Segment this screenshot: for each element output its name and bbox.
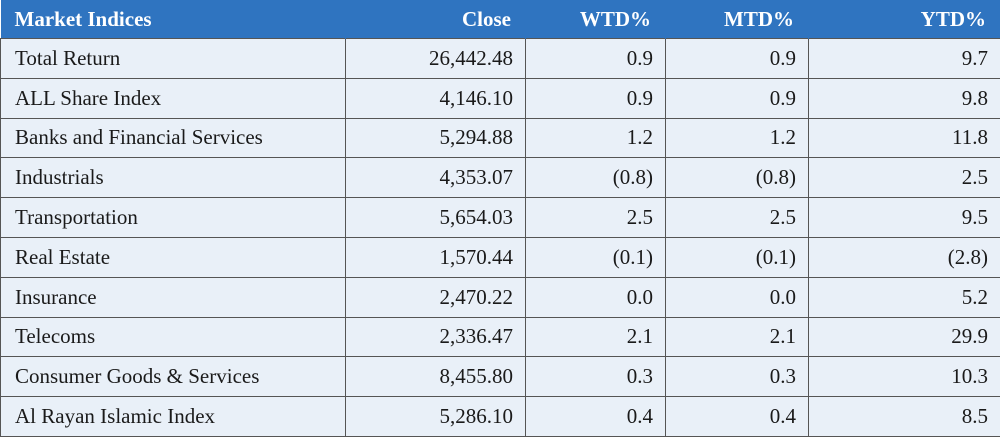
index-name: Al Rayan Islamic Index (1, 397, 346, 437)
value-cell: (0.1) (526, 237, 666, 277)
index-name: ALL Share Index (1, 78, 346, 118)
index-name: Telecoms (1, 317, 346, 357)
value-cell: (2.8) (809, 237, 1000, 277)
value-cell: 5,286.10 (346, 397, 526, 437)
value-cell: 5,294.88 (346, 118, 526, 158)
value-cell: 29.9 (809, 317, 1000, 357)
index-name: Transportation (1, 198, 346, 238)
value-cell: (0.1) (666, 237, 809, 277)
value-cell: 4,146.10 (346, 78, 526, 118)
value-cell: 2.5 (666, 198, 809, 238)
header-cell: Market Indices (1, 0, 346, 39)
value-cell: 9.5 (809, 198, 1000, 238)
value-cell: 2.1 (526, 317, 666, 357)
value-cell: 10.3 (809, 357, 1000, 397)
value-cell: 4,353.07 (346, 158, 526, 198)
header-cell: WTD% (526, 0, 666, 39)
header-cell: MTD% (666, 0, 809, 39)
index-name: Insurance (1, 277, 346, 317)
index-name: Total Return (1, 39, 346, 79)
value-cell: 0.4 (666, 397, 809, 437)
index-name: Industrials (1, 158, 346, 198)
value-cell: 11.8 (809, 118, 1000, 158)
value-cell: 9.7 (809, 39, 1000, 79)
value-cell: 9.8 (809, 78, 1000, 118)
value-cell: 2.5 (809, 158, 1000, 198)
header-cell: YTD% (809, 0, 1000, 39)
value-cell: (0.8) (526, 158, 666, 198)
value-cell: 0.9 (526, 78, 666, 118)
value-cell: 0.4 (526, 397, 666, 437)
value-cell: 0.3 (666, 357, 809, 397)
value-cell: (0.8) (666, 158, 809, 198)
value-cell: 0.9 (666, 39, 809, 79)
value-cell: 5,654.03 (346, 198, 526, 238)
index-name: Consumer Goods & Services (1, 357, 346, 397)
value-cell: 0.3 (526, 357, 666, 397)
header-cell: Close (346, 0, 526, 39)
index-name: Banks and Financial Services (1, 118, 346, 158)
value-cell: 26,442.48 (346, 39, 526, 79)
value-cell: 8,455.80 (346, 357, 526, 397)
value-cell: 8.5 (809, 397, 1000, 437)
index-name: Real Estate (1, 237, 346, 277)
value-cell: 2.5 (526, 198, 666, 238)
value-cell: 1,570.44 (346, 237, 526, 277)
value-cell: 1.2 (666, 118, 809, 158)
value-cell: 0.9 (666, 78, 809, 118)
value-cell: 2.1 (666, 317, 809, 357)
value-cell: 5.2 (809, 277, 1000, 317)
value-cell: 1.2 (526, 118, 666, 158)
value-cell: 2,470.22 (346, 277, 526, 317)
value-cell: 0.9 (526, 39, 666, 79)
value-cell: 0.0 (526, 277, 666, 317)
value-cell: 0.0 (666, 277, 809, 317)
value-cell: 2,336.47 (346, 317, 526, 357)
